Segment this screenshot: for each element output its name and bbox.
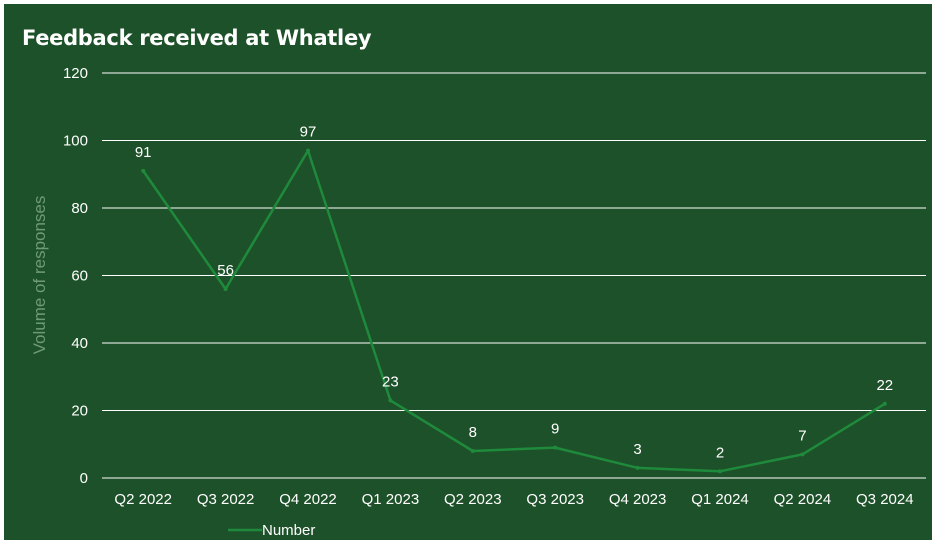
data-label: 2	[716, 444, 724, 461]
data-label: 7	[798, 427, 806, 444]
data-point[interactable]	[141, 168, 146, 173]
x-tick-label: Q1 2024	[691, 491, 749, 508]
y-axis-ticks: 0 20 40 60 80 100 120	[63, 65, 88, 487]
data-label: 3	[633, 441, 641, 458]
gridlines	[102, 72, 926, 479]
data-label: 22	[876, 377, 893, 394]
chart-background	[4, 4, 932, 540]
data-labels: 91 56 97 23 8 9 3 2 7 22	[135, 124, 893, 462]
data-label: 23	[382, 373, 399, 390]
chart-title: Feedback received at Whatley	[22, 26, 372, 50]
legend-label: Number	[262, 522, 315, 539]
y-tick-label: 0	[80, 470, 88, 487]
x-tick-label: Q3 2023	[526, 491, 584, 508]
x-tick-label: Q2 2022	[114, 491, 172, 508]
data-point[interactable]	[800, 452, 805, 457]
data-label: 56	[217, 262, 234, 279]
series-line-number[interactable]	[142, 149, 886, 473]
data-point[interactable]	[882, 401, 887, 406]
data-label: 97	[300, 124, 317, 141]
data-point[interactable]	[718, 469, 722, 474]
data-point[interactable]	[306, 148, 310, 153]
y-tick-label: 80	[71, 200, 88, 217]
y-tick-label: 20	[71, 403, 88, 420]
x-tick-label: Q2 2024	[774, 491, 832, 508]
data-label: 8	[469, 424, 477, 441]
y-tick-label: 100	[63, 133, 88, 150]
data-point[interactable]	[223, 287, 228, 291]
data-point[interactable]	[388, 398, 393, 403]
x-tick-label: Q3 2022	[197, 491, 255, 508]
series-group	[141, 148, 887, 474]
x-tick-label: Q1 2023	[362, 491, 420, 508]
legend[interactable]: Number	[228, 522, 315, 539]
data-label: 9	[551, 421, 559, 438]
y-axis-title: Volume of responses	[30, 196, 49, 355]
x-axis-ticks: Q2 2022 Q3 2022 Q4 2022 Q1 2023 Q2 2023 Q3 20…	[114, 491, 913, 508]
y-tick-label: 60	[71, 268, 88, 285]
data-point[interactable]	[470, 449, 475, 453]
x-tick-label: Q4 2023	[609, 491, 667, 508]
y-tick-label: 40	[71, 335, 88, 352]
y-tick-label: 120	[63, 65, 88, 82]
data-point[interactable]	[553, 445, 558, 450]
x-tick-label: Q2 2023	[444, 491, 502, 508]
data-label: 91	[135, 144, 152, 161]
x-tick-label: Q3 2024	[856, 491, 914, 508]
data-point[interactable]	[635, 465, 640, 470]
x-tick-label: Q4 2022	[279, 491, 337, 508]
